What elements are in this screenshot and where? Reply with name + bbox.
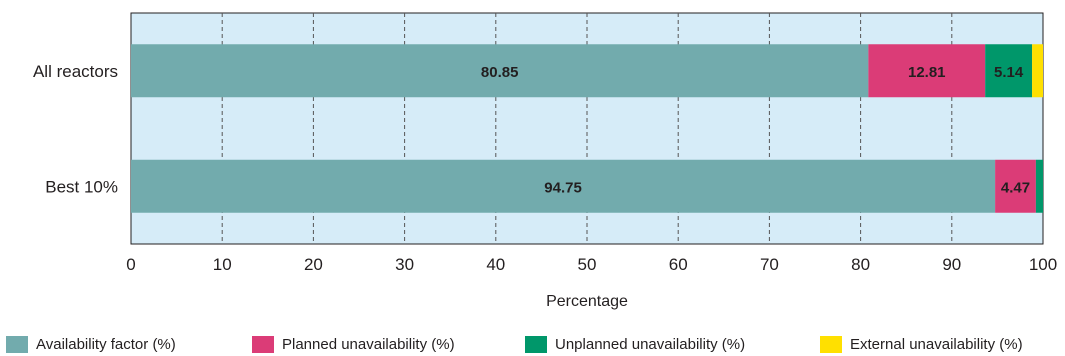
x-tick-label: 100	[1029, 255, 1057, 274]
legend-item-external: External unavailability (%)	[820, 335, 1023, 353]
category-labels: All reactors Best 10%	[33, 62, 118, 197]
x-tick-label: 70	[760, 255, 779, 274]
x-tick-label: 20	[304, 255, 323, 274]
x-tick-label: 30	[395, 255, 414, 274]
bar-data-label: 4.47	[1001, 179, 1030, 196]
bar-segments	[131, 44, 1043, 213]
x-tick-label: 80	[851, 255, 870, 274]
x-tick-label: 90	[942, 255, 961, 274]
stacked-bar-chart: 80.85 12.81 5.14 94.75 4.47 All reactors Best…	[33, 12, 1057, 310]
legend-swatch-external	[820, 335, 842, 353]
legend-item-unplanned: Unplanned unavailability (%)	[525, 335, 745, 353]
bar-segment	[131, 44, 869, 98]
x-tick-label: 10	[213, 255, 232, 274]
legend-label-planned: Planned unavailability (%)	[282, 335, 455, 353]
legend-label-unplanned: Unplanned unavailability (%)	[555, 335, 746, 353]
x-axis-label: Percentage	[546, 293, 628, 310]
bar-data-label: 5.14	[994, 64, 1024, 81]
bar-segment	[131, 159, 996, 213]
x-tick-label: 40	[486, 255, 505, 274]
category-label: All reactors	[33, 62, 118, 81]
x-tick-labels: 0 10 20 30 40 50 60 70 80 90 100	[126, 255, 1057, 274]
bar-segment	[1035, 159, 1043, 213]
bar-data-label: 12.81	[908, 64, 946, 81]
bar-segment	[995, 159, 1036, 213]
legend-item-planned: Planned unavailability (%)	[252, 335, 455, 353]
x-tick-label: 60	[669, 255, 688, 274]
legend-swatch-unplanned	[525, 335, 547, 353]
bar-data-label: 80.85	[481, 64, 519, 81]
bar-data-label: 94.75	[544, 179, 582, 196]
bar-segment	[868, 44, 986, 98]
legend-label-external: External unavailability (%)	[850, 335, 1023, 353]
x-tick-label: 0	[126, 255, 135, 274]
legend: Availability factor (%) Planned unavaila…	[0, 330, 1065, 356]
legend-swatch-planned	[252, 335, 274, 353]
category-label: Best 10%	[45, 177, 118, 196]
data-labels: 80.85 12.81 5.14 94.75 4.47	[481, 64, 1030, 197]
bar-segment	[985, 44, 1033, 98]
legend-swatch-availability	[6, 335, 28, 353]
bar-segment	[1032, 44, 1043, 98]
legend-item-availability: Availability factor (%)	[6, 335, 176, 353]
x-tick-label: 50	[578, 255, 597, 274]
legend-label-availability: Availability factor (%)	[36, 335, 176, 353]
